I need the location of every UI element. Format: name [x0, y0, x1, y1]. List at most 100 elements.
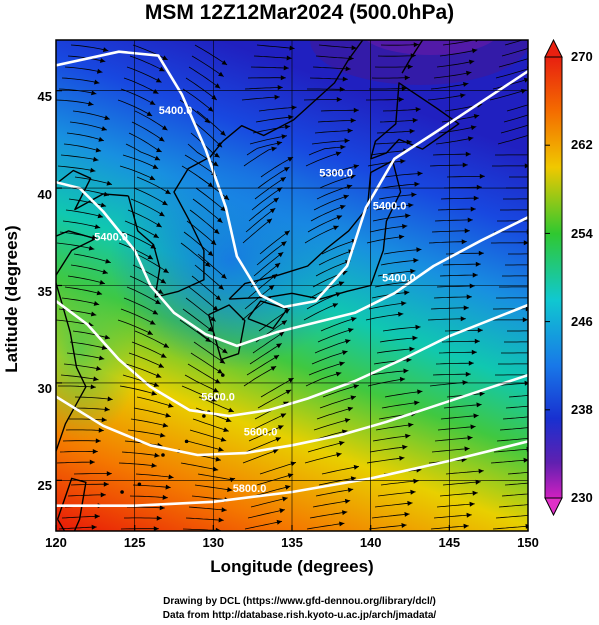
streamline	[190, 352, 223, 374]
streamline-arrow	[415, 107, 421, 112]
streamline	[315, 55, 354, 59]
streamline	[188, 66, 221, 89]
streamline	[124, 220, 160, 239]
streamline	[505, 405, 528, 409]
streamline-arrow	[163, 268, 169, 273]
streamline-arrow	[336, 97, 342, 102]
streamline-arrow	[268, 285, 275, 291]
streamline-arrow	[222, 348, 228, 354]
contour-label: 5800.0	[233, 483, 267, 495]
streamline-arrow	[398, 234, 405, 240]
streamline-arrow	[159, 211, 165, 217]
streamline-arrow	[105, 258, 111, 264]
streamline	[69, 341, 108, 350]
streamline	[129, 495, 168, 499]
streamline-arrow	[286, 55, 292, 61]
streamline-arrow	[165, 189, 171, 194]
streamline-arrow	[225, 417, 232, 423]
streamline-arrow	[538, 99, 544, 104]
island	[161, 453, 165, 457]
contour-line	[56, 180, 528, 348]
streamline	[492, 525, 528, 530]
streamline-arrow	[536, 414, 541, 419]
streamline	[437, 426, 476, 431]
streamline	[428, 241, 467, 244]
streamline	[189, 429, 227, 442]
streamline	[132, 264, 167, 284]
streamline	[304, 453, 342, 464]
streamline-arrow	[467, 435, 473, 441]
streamline	[64, 286, 103, 295]
streamline	[245, 437, 282, 453]
streamline	[58, 526, 97, 530]
streamline-arrow	[154, 452, 160, 458]
streamline	[247, 273, 278, 299]
streamline	[384, 390, 423, 398]
streamline-arrow	[153, 233, 159, 238]
streamline-arrow	[523, 240, 528, 246]
streamline-arrow	[155, 77, 162, 83]
colorbar-tick-label: 238	[571, 402, 593, 417]
streamline	[133, 407, 171, 417]
streamline	[371, 513, 410, 519]
streamline-arrow	[154, 155, 161, 161]
lat-tick-label: 30	[37, 381, 52, 396]
streamline-arrow	[409, 346, 415, 352]
streamline-arrow	[539, 403, 544, 408]
streamline	[490, 459, 528, 464]
streamline-arrow	[535, 273, 540, 278]
coastline	[222, 40, 364, 142]
streamline	[187, 363, 221, 384]
streamline-arrow	[212, 466, 219, 472]
streamline	[189, 209, 220, 235]
streamline-arrow	[219, 358, 226, 364]
streamline	[501, 493, 528, 497]
streamline	[504, 482, 528, 486]
streamline	[182, 308, 214, 333]
streamline-arrow	[283, 167, 290, 172]
contour-label: 5600.0	[201, 391, 235, 403]
streamline	[429, 164, 468, 167]
streamline-arrow	[473, 114, 480, 119]
streamline-arrow	[469, 283, 475, 289]
streamline	[127, 506, 165, 509]
streamline	[130, 418, 169, 427]
streamline-arrow	[406, 357, 412, 363]
streamline-arrow	[162, 200, 168, 206]
streamline-arrow	[159, 505, 165, 511]
streamline-arrow	[104, 115, 110, 121]
streamline-arrow	[536, 33, 542, 38]
streamline-arrow	[400, 158, 406, 164]
streamline-arrow	[350, 395, 356, 401]
streamline-arrow	[162, 55, 168, 60]
streamline	[306, 522, 345, 530]
streamline-arrow	[107, 396, 113, 402]
streamline-arrow	[413, 258, 419, 263]
streamline	[374, 502, 413, 508]
streamline	[434, 437, 473, 442]
streamline-arrow	[95, 438, 101, 444]
streamline-arrow	[218, 517, 224, 523]
streamline	[318, 44, 357, 49]
streamline	[117, 99, 153, 117]
streamline-arrow	[100, 492, 106, 498]
streamline-arrow	[531, 361, 536, 366]
streamline	[377, 55, 416, 57]
streamline	[244, 520, 283, 530]
streamline	[373, 359, 412, 365]
streamline-arrow	[153, 382, 160, 387]
streamline	[311, 350, 348, 365]
streamline-arrow	[93, 301, 100, 306]
streamline	[303, 303, 339, 321]
streamline	[304, 225, 339, 244]
streamline-arrow	[524, 380, 528, 386]
streamline	[253, 485, 291, 497]
streamline-arrow	[411, 192, 417, 198]
streamline	[123, 297, 159, 315]
streamline	[381, 401, 420, 409]
streamline	[320, 317, 357, 332]
streamline-arrow	[207, 326, 214, 332]
streamline-arrow	[158, 136, 165, 142]
lat-tick-label: 45	[37, 89, 52, 104]
streamline-arrow	[220, 206, 226, 212]
